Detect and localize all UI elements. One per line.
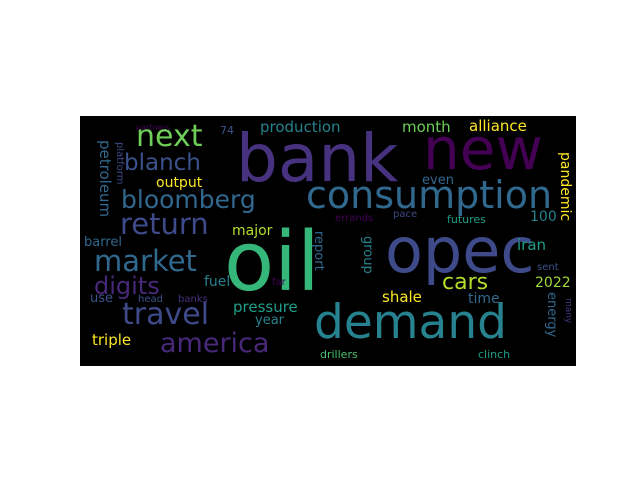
word-2022: 2022 xyxy=(535,275,571,291)
word-return: return xyxy=(120,207,209,241)
word-opec: opec xyxy=(385,214,535,287)
word-bloomberg: bloomberg xyxy=(121,185,256,214)
word-100: 100 xyxy=(530,209,557,225)
word-errands: errands xyxy=(335,213,374,224)
word-barrel: barrel xyxy=(84,235,123,250)
word-group: group xyxy=(360,236,375,274)
word-futures: futures xyxy=(447,213,486,226)
word-many: many xyxy=(563,298,573,324)
word-drillers: drillers xyxy=(320,348,358,361)
word-sent: sent xyxy=(537,262,559,273)
word-platform: platform xyxy=(114,142,125,185)
word-energy: energy xyxy=(544,292,559,338)
word-alliance: alliance xyxy=(469,117,527,135)
word-triple: triple xyxy=(92,331,132,349)
word-consumption: consumption xyxy=(306,173,553,217)
word-demand: demand xyxy=(314,295,507,350)
word-petroleum: petroleum xyxy=(96,140,114,218)
word-head: head xyxy=(138,294,163,305)
word-iran: iran xyxy=(517,236,547,254)
word-even: even xyxy=(422,173,454,188)
word-far: far xyxy=(272,277,286,288)
word-month: month xyxy=(402,118,451,136)
word-banks: banks xyxy=(178,294,208,305)
word-output: output xyxy=(156,175,203,191)
word-time: time xyxy=(468,291,500,307)
word-america: america xyxy=(160,328,270,359)
word-report: report xyxy=(311,231,326,271)
word-cloud: oil bank new opec demand consumption blo… xyxy=(80,116,576,366)
word-cars: cars xyxy=(442,270,489,295)
word-year: year xyxy=(255,313,285,328)
word-major: major xyxy=(232,223,273,239)
word-pressure: pressure xyxy=(233,298,298,316)
word-travel: travel xyxy=(122,297,210,332)
word-oil: oil xyxy=(224,215,320,310)
word-fuel: fuel xyxy=(204,274,231,290)
word-market: market xyxy=(94,244,197,278)
word-pandemic: pandemic xyxy=(557,152,573,222)
word-next: next xyxy=(136,119,203,154)
word-clinch: clinch xyxy=(478,348,511,361)
word-new: new xyxy=(423,116,543,183)
word-use: use xyxy=(90,291,114,306)
word-pace: pace xyxy=(393,209,418,220)
word-blanch: blanch xyxy=(124,150,201,176)
word-74: 74 xyxy=(220,124,234,137)
word-partners: partners xyxy=(136,123,170,132)
word-bank: bank xyxy=(236,120,399,197)
word-shale: shale xyxy=(382,288,422,306)
word-production: production xyxy=(260,118,341,136)
word-digits: digits xyxy=(94,272,160,300)
